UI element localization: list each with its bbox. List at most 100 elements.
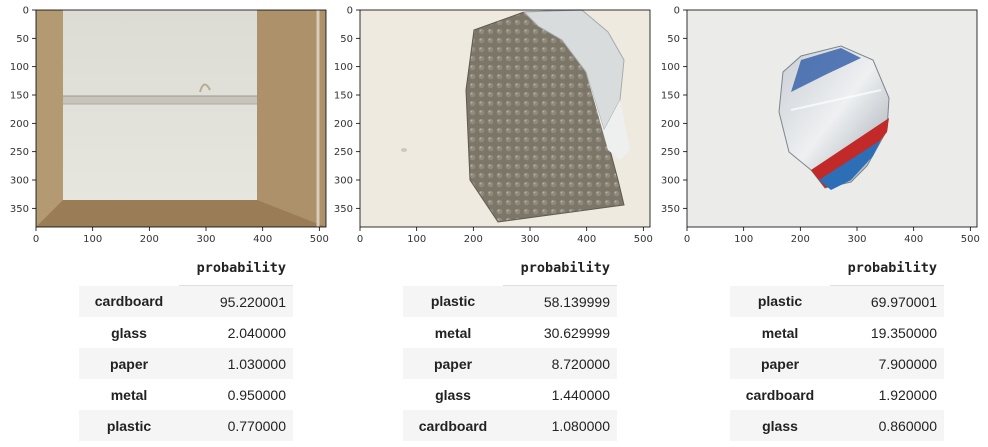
plot-axes: 0 100 200 300 400 500 0 50 100 150 200 250 300 350 (334, 6, 653, 246)
axes-frame (35, 9, 327, 228)
class-label: metal (110, 386, 148, 403)
y-tick-label: 150 (661, 91, 680, 102)
table-row: plastic 0.770000 (79, 410, 293, 441)
probability-value: 2.040000 (227, 324, 286, 341)
y-tick-label: 150 (10, 91, 29, 102)
x-tick-label: 200 (140, 234, 159, 245)
y-tick-label: 50 (667, 34, 680, 45)
table-row: plastic 69.970001 (730, 285, 944, 317)
x-tick-label: 200 (464, 234, 483, 245)
y-tick-label: 200 (10, 119, 29, 130)
y-tick-label: 200 (661, 119, 680, 130)
probability-value: 0.950000 (227, 386, 286, 403)
class-label: paper (433, 355, 473, 372)
probability-column-header: probability (503, 257, 617, 286)
image-plot: 0 100 200 300 400 500 0 50 100 150 200 250 300 350 (10, 6, 329, 246)
x-tick-label: 300 (520, 234, 539, 245)
y-tick-label: 200 (334, 119, 353, 130)
y-tick-label: 100 (661, 62, 680, 73)
table-row: paper 8.720000 (403, 348, 617, 379)
table-row: metal 30.629999 (403, 317, 617, 348)
y-tick-label: 150 (334, 91, 353, 102)
photo-crushed-can (687, 10, 977, 227)
class-label: metal (434, 324, 472, 341)
x-tick-label: 400 (253, 234, 272, 245)
x-tick-label: 200 (791, 234, 810, 245)
table-row: metal 0.950000 (79, 379, 293, 410)
x-tick-label: 400 (577, 234, 596, 245)
class-label: plastic (757, 293, 803, 310)
probability-value: 95.220001 (219, 293, 286, 310)
probability-value: 1.920000 (878, 386, 937, 403)
axes-frame (686, 9, 978, 228)
table-row: paper 1.030000 (79, 348, 293, 379)
table-row: cardboard 1.920000 (730, 379, 944, 410)
table-row: metal 19.350000 (730, 317, 944, 348)
x-tick-label: 400 (904, 234, 923, 245)
class-label: paper (109, 355, 149, 372)
class-label: plastic (106, 417, 152, 434)
probability-table: probability cardboard 95.220001 glass 2.04… (79, 257, 293, 441)
y-tick-label: 300 (661, 176, 680, 187)
probability-value: 0.770000 (227, 417, 286, 434)
probability-value: 8.720000 (551, 355, 610, 372)
class-label: glass (762, 417, 798, 434)
x-tick-label: 500 (961, 234, 980, 245)
plot-axes: 0 100 200 300 400 500 0 50 100 150 200 250 300 350 (10, 6, 329, 246)
probability-value: 1.080000 (551, 417, 610, 434)
table-row: glass 0.860000 (730, 410, 944, 441)
axes-frame (359, 9, 651, 228)
probability-value: 19.350000 (870, 324, 937, 341)
y-tick-label: 350 (10, 204, 29, 215)
probability-value: 30.629999 (543, 324, 610, 341)
y-tick-label: 250 (10, 147, 29, 158)
probability-table: probability plastic 69.970001 metal 19.350… (730, 257, 944, 441)
table-row: cardboard 95.220001 (79, 285, 293, 317)
table-row: glass 1.440000 (403, 379, 617, 410)
y-tick-label: 250 (661, 147, 680, 158)
probability-column-header: probability (830, 257, 944, 286)
y-tick-label: 0 (347, 6, 353, 17)
probability-table: probability plastic 58.139999 metal 30.629… (403, 257, 617, 441)
probability-value: 58.139999 (543, 293, 610, 310)
prediction-panel-can: 0 100 200 300 400 500 0 50 100 150 200 250 300 350 pr… (651, 0, 981, 447)
class-label: cardboard (418, 417, 488, 434)
table-row: cardboard 1.080000 (403, 410, 617, 441)
table-corner (79, 257, 179, 286)
y-tick-label: 50 (16, 34, 29, 45)
y-tick-label: 0 (23, 6, 29, 17)
image-plot: 0 100 200 300 400 500 0 50 100 150 200 250 300 350 (661, 6, 980, 246)
y-tick-label: 300 (10, 176, 29, 187)
table-corner (730, 257, 830, 286)
photo-cardboard-box (36, 10, 326, 227)
plot-axes: 0 100 200 300 400 500 0 50 100 150 200 250 300 350 (661, 6, 980, 246)
y-tick-label: 350 (661, 204, 680, 215)
table-row: paper 7.900000 (730, 348, 944, 379)
x-tick-label: 100 (734, 234, 753, 245)
y-tick-label: 100 (10, 62, 29, 73)
probability-value: 7.900000 (878, 355, 937, 372)
x-tick-label: 0 (33, 234, 39, 245)
image-plot: 0 100 200 300 400 500 0 50 100 150 200 250 300 350 (334, 6, 653, 246)
y-tick-label: 50 (340, 34, 353, 45)
x-tick-label: 100 (83, 234, 102, 245)
x-tick-label: 300 (847, 234, 866, 245)
probability-value: 69.970001 (870, 293, 937, 310)
probability-column-header: probability (179, 257, 293, 286)
table-corner (403, 257, 503, 286)
x-tick-label: 0 (684, 234, 690, 245)
x-tick-label: 100 (407, 234, 426, 245)
class-label: plastic (430, 293, 476, 310)
class-label: cardboard (94, 293, 164, 310)
x-tick-label: 500 (634, 234, 653, 245)
photo-bubble-mailer (360, 9, 650, 227)
probability-value: 0.860000 (878, 417, 937, 434)
y-tick-label: 100 (334, 62, 353, 73)
table-row: plastic 58.139999 (403, 285, 617, 317)
prediction-panel-mailer: 0 100 200 300 400 500 0 50 100 150 200 250 300 350 pr… (324, 0, 654, 447)
y-tick-label: 350 (334, 204, 353, 215)
table-row: glass 2.040000 (79, 317, 293, 348)
y-tick-label: 250 (334, 147, 353, 158)
probability-value: 1.440000 (551, 386, 610, 403)
x-tick-label: 300 (196, 234, 215, 245)
